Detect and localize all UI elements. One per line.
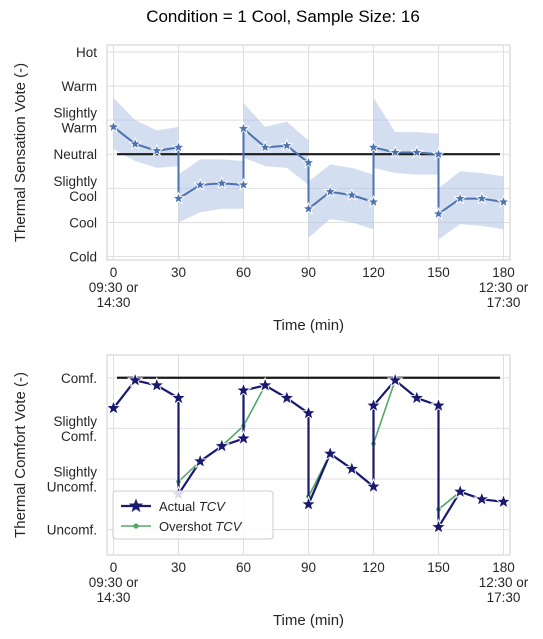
data-point	[388, 145, 403, 159]
x-tick-label: 180	[492, 560, 515, 575]
data-point	[191, 452, 209, 469]
data-point	[148, 376, 166, 393]
y-tick-label: Cool	[69, 215, 97, 230]
data-point	[474, 191, 489, 205]
y-tick-label: Slightly	[53, 174, 97, 189]
data-point	[171, 191, 186, 205]
x-tick-label: 14:30	[97, 590, 131, 605]
x-tick-label: 0	[110, 265, 118, 280]
x-tick-label: 90	[301, 560, 316, 575]
x-tick-label: 180	[492, 265, 515, 280]
series-line	[112, 126, 504, 216]
data-point	[408, 389, 426, 406]
data-point	[430, 518, 447, 535]
x-tick-label: 09:30 or	[89, 280, 139, 295]
x-tick-label: 12:30 or	[479, 575, 529, 590]
data-point	[126, 371, 144, 388]
legend-label: Actual TCV	[159, 499, 226, 514]
x-tick-label: 17:30	[487, 295, 521, 310]
y-tick-label: Cold	[69, 250, 97, 265]
legend-label: Overshot TCV	[159, 519, 243, 534]
legend-swatch-marker	[128, 498, 144, 513]
data-point	[258, 140, 273, 154]
y-tick-label: Cool	[69, 189, 97, 204]
y-tick-label: Uncomf.	[47, 523, 97, 538]
x-tick-label: 120	[362, 265, 385, 280]
data-point	[366, 140, 381, 154]
x-tick-label: 90	[301, 265, 316, 280]
data-point	[453, 191, 468, 205]
y-tick-label: Hot	[76, 45, 97, 60]
data-point	[495, 493, 512, 509]
chart-1: HotWarmSlightlyWarmNeutralSlightlyCoolCo…	[12, 44, 529, 334]
legend-swatch-marker	[133, 523, 139, 529]
data-point	[321, 444, 339, 461]
y-tick-label: Comf.	[61, 371, 97, 386]
x-axis-label: Time (min)	[273, 317, 344, 334]
x-tick-label: 0	[110, 560, 118, 575]
data-point	[236, 121, 251, 135]
data-point	[213, 437, 231, 454]
y-tick-label: Comf.	[61, 429, 97, 444]
figure-title: Condition = 1 Cool, Sample Size: 16	[146, 7, 420, 26]
data-point	[300, 495, 317, 512]
x-tick-label: 120	[362, 560, 385, 575]
data-point	[323, 184, 338, 198]
y-tick-label: Uncomf.	[47, 480, 97, 495]
x-tick-label: 12:30 or	[479, 280, 529, 295]
y-tick-label: Warm	[62, 121, 98, 136]
data-point	[301, 201, 316, 215]
data-point	[431, 206, 446, 220]
data-point	[128, 136, 143, 150]
data-point	[106, 119, 121, 133]
data-point	[236, 177, 251, 191]
data-point	[149, 143, 164, 157]
data-point	[193, 177, 208, 191]
legend-box	[112, 490, 274, 540]
data-point	[344, 187, 359, 202]
data-point	[496, 194, 511, 208]
data-point	[430, 396, 447, 413]
x-tick-label: 150	[427, 560, 450, 575]
data-point	[256, 376, 274, 393]
data-point	[386, 371, 404, 388]
actual-line	[112, 378, 504, 532]
data-point	[473, 490, 491, 507]
data-point	[171, 140, 186, 154]
data-point	[409, 145, 424, 159]
chart-2: Comf.SlightlyComf.SlightlyUncomf.Uncomf.…	[12, 354, 529, 629]
y-tick-label: Neutral	[53, 147, 97, 162]
data-point	[105, 399, 122, 416]
data-point	[279, 138, 294, 152]
y-tick-label: Warm	[62, 79, 98, 94]
data-point	[365, 396, 382, 413]
y-tick-label: Slightly	[53, 465, 97, 480]
x-tick-label: 17:30	[487, 590, 521, 605]
x-tick-label: 60	[236, 265, 251, 280]
y-tick-label: Slightly	[53, 106, 97, 121]
x-tick-label: 60	[236, 560, 251, 575]
y-tick-label: Slightly	[53, 414, 97, 429]
x-tick-label: 09:30 or	[89, 575, 139, 590]
data-point	[366, 194, 381, 208]
x-tick-label: 30	[171, 560, 186, 575]
data-point	[278, 389, 296, 406]
data-point	[431, 146, 446, 161]
data-point	[170, 389, 187, 406]
x-tick-label: 30	[171, 265, 186, 280]
data-point	[343, 460, 361, 477]
data-point	[301, 155, 316, 169]
data-point	[300, 404, 317, 421]
data-point	[235, 381, 252, 398]
data-point	[214, 175, 229, 190]
y-axis-label: Thermal Comfort Vote (-)	[12, 372, 29, 538]
x-tick-label: 14:30	[97, 295, 131, 310]
data-point	[365, 477, 382, 494]
y-axis-label: Thermal Sensation Vote (-)	[12, 63, 29, 242]
data-point	[451, 482, 469, 499]
x-axis-label: Time (min)	[273, 612, 344, 629]
x-tick-label: 150	[427, 265, 450, 280]
data-point	[235, 429, 252, 446]
